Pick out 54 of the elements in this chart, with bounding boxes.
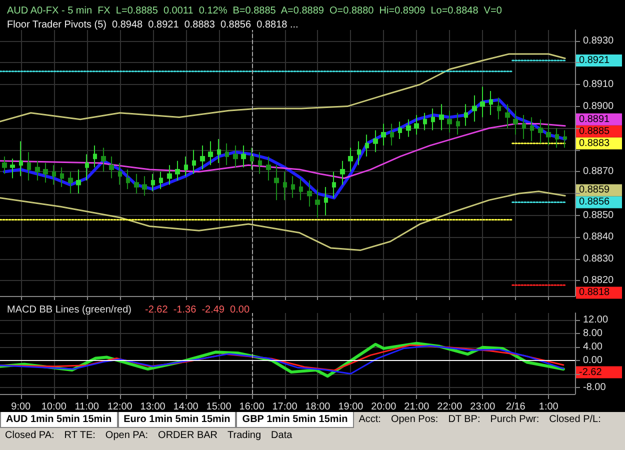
y-tick-label: 0.8910 bbox=[583, 79, 614, 90]
x-tick-label: 17:00 bbox=[272, 402, 298, 412]
y-tick-label: 0.8820 bbox=[583, 275, 614, 286]
x-tick-label: 23:00 bbox=[470, 402, 496, 412]
text: Closed PA: bbox=[4, 429, 56, 443]
data-label: 0.8883 bbox=[579, 138, 610, 149]
chart-title: AUD A0-FX - 5 min FX L=0.8885 0.0011 0.12% B=0.8885 A=0.8889 O=0.8880 Hi=0.8909 Lo=0.8848 V=0 bbox=[7, 6, 502, 16]
y-tick-label: -8.00 bbox=[583, 382, 606, 393]
data-label: 0.8859 bbox=[579, 184, 610, 196]
data-label: -2.62 bbox=[579, 366, 602, 378]
text: Open PA: bbox=[104, 429, 150, 443]
text: RT TE: bbox=[63, 429, 96, 443]
y-tick-label: 0.8850 bbox=[583, 210, 614, 221]
y-tick-label: 0.8870 bbox=[583, 166, 614, 178]
chart-subtitle: -2.62 -1.36 -2.49 0.00 bbox=[145, 304, 250, 316]
text: DT BP: bbox=[447, 413, 482, 427]
x-tick-label: 2/16 bbox=[506, 402, 526, 412]
y-tick-label: 0.00 bbox=[583, 354, 603, 366]
x-tick-label: 15:00 bbox=[206, 402, 232, 412]
x-tick-label: 22:00 bbox=[437, 402, 463, 412]
x-tick-label: 19:00 bbox=[338, 402, 364, 412]
text: Euro 1min 5min 15min bbox=[118, 412, 236, 428]
chart-title: MACD BB Lines (green/red) bbox=[7, 304, 132, 316]
x-tick-label: 20:00 bbox=[371, 402, 397, 412]
y-tick-label: 8.00 bbox=[583, 328, 603, 339]
y-tick-label: 0.8840 bbox=[583, 232, 614, 243]
x-tick-label: 12:00 bbox=[107, 402, 133, 412]
data-label: 0.8921 bbox=[579, 55, 610, 66]
data-label: 0.8885 bbox=[579, 126, 610, 137]
x-tick-label: 1:00 bbox=[538, 402, 559, 412]
x-tick-label: 11:00 bbox=[74, 402, 100, 412]
x-tick-label: 18:00 bbox=[305, 402, 331, 412]
text: Acct: bbox=[358, 413, 382, 427]
x-tick-label: 10:00 bbox=[41, 402, 67, 412]
y-tick-label: 0.8930 bbox=[583, 35, 614, 46]
y-tick-label: 0.8900 bbox=[583, 100, 614, 112]
y-tick-label: 4.00 bbox=[583, 341, 603, 352]
x-tick-label: 16:00 bbox=[239, 402, 265, 412]
x-tick-label: 9:00 bbox=[11, 402, 32, 412]
y-tick-label: 0.8830 bbox=[583, 253, 614, 264]
text: Open Pos: bbox=[390, 413, 440, 427]
text: Closed P/L: bbox=[548, 413, 602, 427]
x-tick-label: 14:00 bbox=[173, 402, 199, 412]
text: Data bbox=[270, 429, 294, 443]
x-tick-label: 21:00 bbox=[404, 402, 430, 412]
data-label: 0.8818 bbox=[579, 287, 610, 298]
y-tick-label: 12.00 bbox=[583, 314, 608, 326]
text: ORDER BAR bbox=[157, 429, 218, 443]
x-tick-label: 13:00 bbox=[140, 402, 166, 412]
text: Trading bbox=[226, 429, 262, 443]
text: Purch Pwr: bbox=[489, 413, 540, 427]
chart-subtitle: Floor Trader Pivots (5) 0.8948 0.8921 0.8883 0.8856 0.8818 ... bbox=[7, 20, 298, 30]
data-label: 0.8891 bbox=[579, 114, 610, 125]
data-label: 0.8856 bbox=[579, 196, 610, 208]
